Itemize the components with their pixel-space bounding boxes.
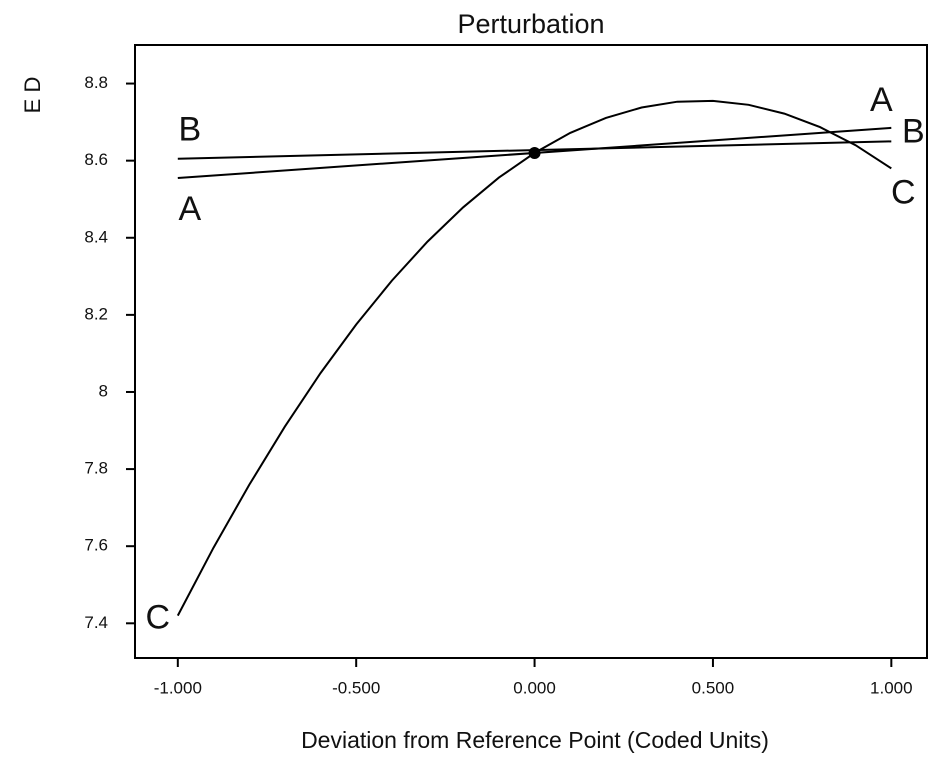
series-label: B bbox=[902, 112, 925, 150]
x-tick-label: -1.000 bbox=[154, 678, 202, 697]
y-tick-label: 8 bbox=[99, 381, 108, 400]
x-tick-label: 1.000 bbox=[870, 678, 913, 697]
series-label: C bbox=[146, 599, 171, 637]
x-tick-label: 0.000 bbox=[513, 678, 556, 697]
y-tick-label: 8.4 bbox=[84, 227, 108, 246]
series-label: A bbox=[870, 81, 893, 119]
x-axis-label: Deviation from Reference Point (Coded Un… bbox=[301, 727, 769, 753]
x-tick-label: 0.500 bbox=[692, 678, 735, 697]
y-tick-label: 7.6 bbox=[84, 536, 108, 555]
y-tick-label: 8.6 bbox=[84, 150, 108, 169]
series-label: A bbox=[178, 190, 201, 228]
series-label: C bbox=[891, 173, 916, 211]
series-label: B bbox=[178, 111, 201, 149]
chart-title: Perturbation bbox=[457, 9, 604, 39]
plot-frame bbox=[134, 44, 928, 659]
reference-point bbox=[528, 146, 541, 159]
y-axis-label: E D bbox=[20, 77, 45, 114]
x-tick-label: -0.500 bbox=[332, 678, 380, 697]
y-tick-label: 8.2 bbox=[84, 304, 108, 323]
y-tick-label: 7.8 bbox=[84, 459, 108, 478]
line bbox=[176, 99, 892, 617]
y-tick-label: 8.8 bbox=[84, 73, 108, 92]
y-tick-label: 7.4 bbox=[84, 613, 108, 632]
